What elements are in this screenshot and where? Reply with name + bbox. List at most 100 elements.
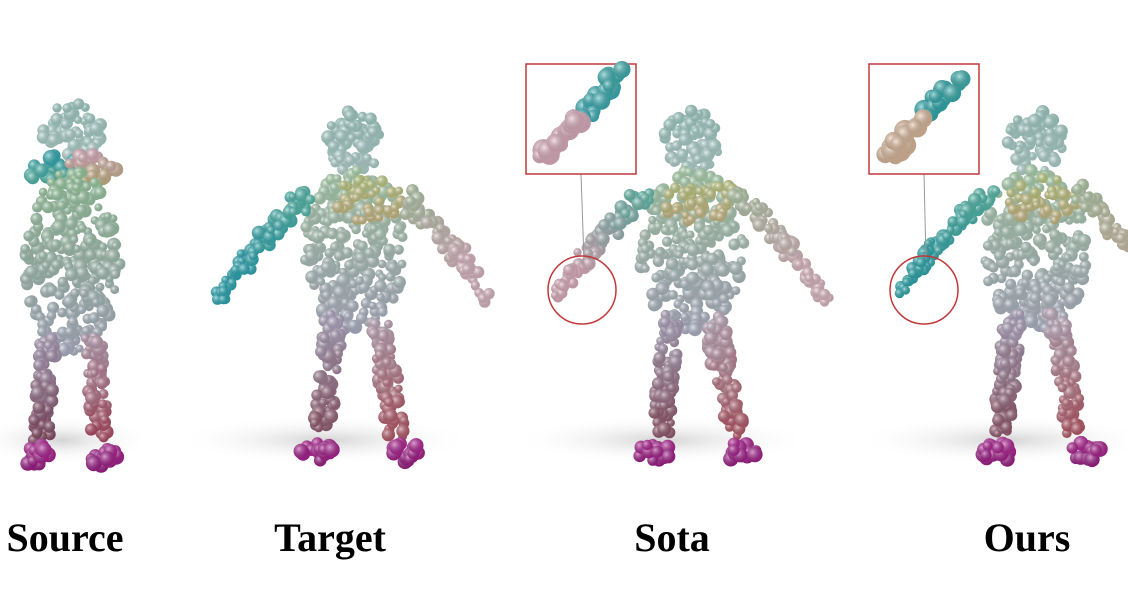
point-shade xyxy=(63,242,75,254)
point-shade xyxy=(313,191,327,205)
point-shade xyxy=(315,345,327,358)
point-shade xyxy=(227,278,237,287)
point-shade xyxy=(77,223,87,233)
point-shade xyxy=(393,244,404,255)
point-shade xyxy=(110,285,120,295)
point-shade xyxy=(661,449,676,464)
point-shade xyxy=(397,259,407,269)
point-shade xyxy=(1034,216,1045,227)
point-shade xyxy=(57,276,69,288)
point-shade xyxy=(613,216,627,230)
point-shade xyxy=(693,154,703,164)
point-shade xyxy=(352,193,361,202)
point-shade xyxy=(93,186,107,199)
point-shade xyxy=(1027,113,1042,128)
point-shade xyxy=(658,343,669,354)
point-shade xyxy=(96,377,108,389)
point-shade xyxy=(366,180,376,189)
point-shade xyxy=(374,279,387,293)
point-shade xyxy=(377,368,388,380)
point-shade xyxy=(236,249,245,258)
point-shade xyxy=(667,383,677,393)
point-shade xyxy=(778,237,793,251)
point-shade xyxy=(668,290,678,300)
point-shade xyxy=(1013,116,1022,125)
point-shade xyxy=(111,241,120,250)
point-shade xyxy=(42,150,59,166)
point-shade xyxy=(695,195,707,207)
point-shade xyxy=(1075,214,1084,223)
point-shade xyxy=(804,273,814,283)
point-shade xyxy=(47,301,60,314)
point-shade xyxy=(321,385,335,399)
point-shade xyxy=(37,326,48,337)
point-shade xyxy=(45,394,59,408)
panel-ours xyxy=(855,63,1128,468)
point-shade xyxy=(57,307,68,318)
point-shade xyxy=(288,207,298,217)
point-shade xyxy=(470,280,480,290)
point-shade xyxy=(30,212,43,226)
point-shade xyxy=(315,241,324,250)
point-shade xyxy=(92,298,101,307)
point-shade xyxy=(319,332,331,344)
point-shade xyxy=(695,207,707,219)
point-shade xyxy=(397,232,408,242)
point-shade xyxy=(672,205,681,215)
point-shade xyxy=(94,203,103,212)
point-shade xyxy=(657,422,672,437)
point-shade xyxy=(364,247,375,258)
point-shade xyxy=(711,347,725,361)
point-shade xyxy=(653,351,666,364)
point-shade xyxy=(686,258,699,271)
point-shade xyxy=(671,234,682,245)
point-shade xyxy=(355,276,365,286)
point-shade xyxy=(686,230,695,239)
point-shade xyxy=(1080,267,1089,276)
point-shade xyxy=(983,276,994,287)
point-shade xyxy=(35,350,44,359)
point-shade xyxy=(669,269,681,281)
point-shade xyxy=(327,316,341,330)
point-shade xyxy=(694,168,708,182)
point-shade xyxy=(716,263,730,277)
point-shade xyxy=(64,326,75,337)
point-shade xyxy=(30,304,42,315)
point-shade xyxy=(38,251,48,261)
point-shade xyxy=(648,407,660,419)
point-shade xyxy=(1005,126,1014,135)
point-shade xyxy=(344,109,357,122)
point-shade xyxy=(238,263,250,275)
point-shade xyxy=(1064,293,1079,308)
point-shade xyxy=(74,129,84,139)
point-shade xyxy=(267,226,275,234)
point-shade xyxy=(982,240,994,251)
point-shade xyxy=(731,382,742,393)
point-shade xyxy=(659,317,671,328)
point-shade xyxy=(344,155,356,166)
point-shade xyxy=(1033,233,1047,247)
point-shade xyxy=(273,220,285,231)
point-shade xyxy=(355,139,370,154)
point-shade xyxy=(706,189,716,200)
point-shade xyxy=(81,326,92,336)
point-shade xyxy=(347,133,357,143)
point-shade xyxy=(752,218,766,232)
point-shade xyxy=(106,249,121,263)
point-shade xyxy=(305,249,317,262)
point-shade xyxy=(72,244,82,253)
point-shade xyxy=(103,212,112,221)
point-shade xyxy=(377,259,387,269)
point-shade xyxy=(336,155,345,164)
point-shade xyxy=(818,288,831,301)
point-shade xyxy=(550,291,560,300)
point-shade xyxy=(1001,136,1015,149)
point-shade xyxy=(367,189,377,199)
point-shade xyxy=(393,223,405,235)
point-shade xyxy=(623,189,636,201)
point-shade xyxy=(62,294,77,309)
point-shade xyxy=(89,122,103,136)
point-shade xyxy=(376,184,391,199)
point-shade xyxy=(70,235,79,244)
point-shade xyxy=(443,236,453,245)
